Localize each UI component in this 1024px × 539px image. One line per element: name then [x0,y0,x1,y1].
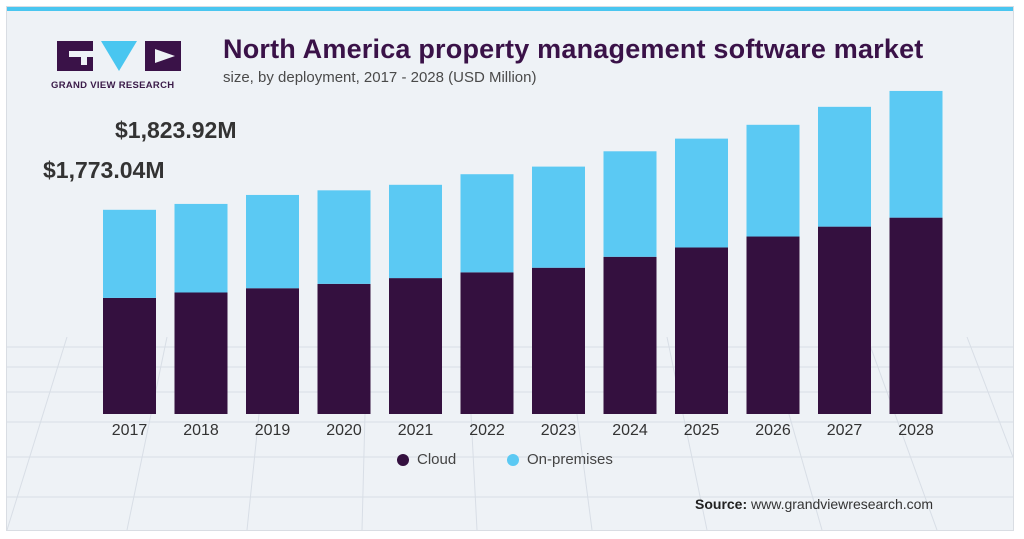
x-tick-label-2019: 2019 [255,422,291,439]
bar-on-premises-2025 [675,138,728,248]
x-tick-label-2025: 2025 [684,422,720,439]
bar-on-premises-2028 [889,90,943,218]
bar-cloud-2018 [174,292,228,414]
bar-on-premises-2026 [746,124,800,237]
source-note: Source: www.grandviewresearch.com [695,496,933,512]
x-tick-label-2026: 2026 [755,422,791,439]
accent-bar [7,7,1013,11]
bar-cloud-2020 [317,283,371,414]
chart-title: North America property management softwa… [223,34,924,64]
chart-subtitle: size, by deployment, 2017 - 2028 (USD Mi… [223,69,537,86]
bar-on-premises-2021 [389,184,442,279]
bar-cloud-2024 [603,256,657,414]
x-tick-label-2024: 2024 [612,422,648,439]
bar-on-premises-2018 [174,203,228,293]
bar-cloud-2027 [818,226,871,414]
x-tick-label-2023: 2023 [541,422,577,439]
x-tick-label-2028: 2028 [898,422,934,439]
legend-swatch-cloud [397,453,409,466]
bar-on-premises-2017 [103,209,156,298]
legend-label-on-premises: On-premises [527,451,613,468]
legend-swatch-on-premises [507,453,519,466]
bar-on-premises-2024 [603,151,657,257]
source-label: Source: [695,496,748,512]
bar-on-premises-2019 [246,194,299,289]
logo-icon [57,41,181,71]
x-tick-label-2017: 2017 [112,422,148,439]
bar-on-premises-2027 [818,106,871,227]
bar-cloud-2023 [532,267,585,414]
x-tick-label-2027: 2027 [827,422,863,439]
source-url: www.grandviewresearch.com [751,496,934,512]
x-tick-label-2021: 2021 [398,422,434,439]
bar-on-premises-2023 [532,166,585,268]
chart-card: GRAND VIEW RESEARCH North America proper… [6,6,1014,531]
bar-cloud-2028 [889,217,943,414]
bar-on-premises-2022 [460,174,514,273]
bar-on-premises-2020 [317,190,371,284]
callout-2018: $1,823.92M [115,117,237,143]
stacked-bar-chart: 2017 2018 2019 2020 2021 2022 2023 2024 2025 2026… [103,90,943,439]
bar-cloud-2026 [746,236,800,414]
bar-cloud-2021 [389,278,442,414]
legend-label-cloud: Cloud [417,451,457,468]
x-tick-label-2022: 2022 [469,422,505,439]
callout-2017: $1,773.04M [43,157,165,183]
bar-cloud-2019 [246,288,299,414]
brand-name: GRAND VIEW RESEARCH [51,80,175,91]
brand-logo: GRAND VIEW RESEARCH [51,37,201,97]
legend-item-on-premises: On-premises [507,451,613,468]
x-tick-label-2018: 2018 [183,422,219,439]
bar-cloud-2025 [675,247,728,414]
bar-cloud-2017 [103,297,156,414]
x-tick-label-2020: 2020 [326,422,362,439]
bar-cloud-2022 [460,272,514,414]
legend-item-cloud: Cloud [397,451,456,468]
